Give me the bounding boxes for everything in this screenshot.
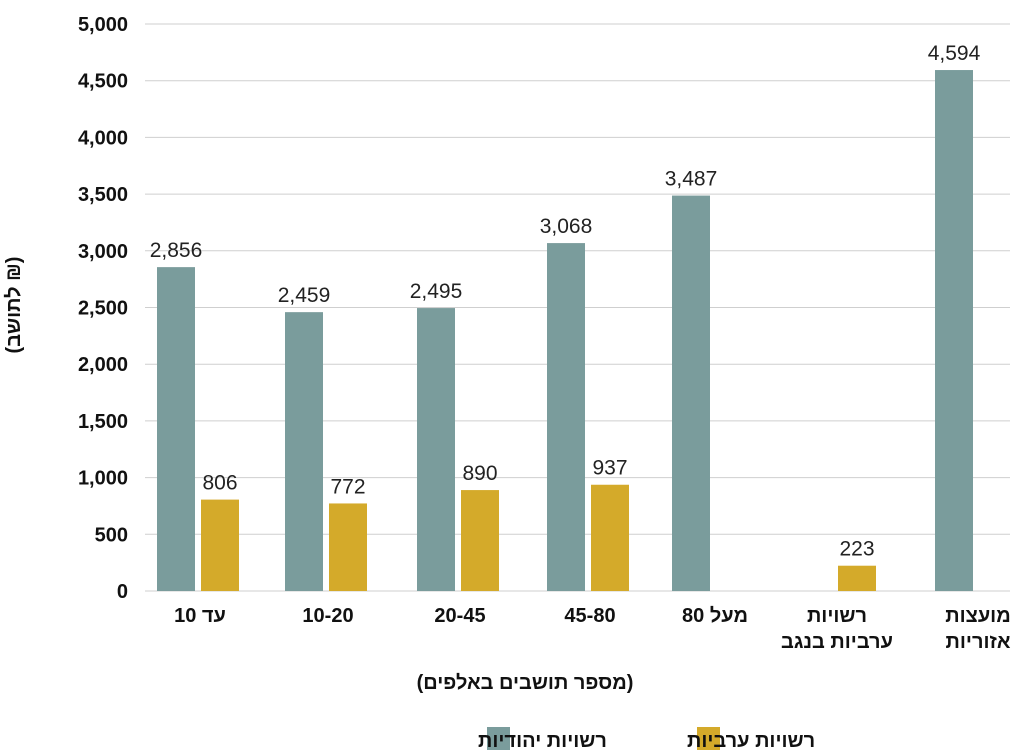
data-label: 4,594 bbox=[928, 42, 981, 65]
y-tick-label: 0 bbox=[117, 581, 128, 603]
y-tick-label: 1,500 bbox=[78, 411, 128, 433]
y-tick-label: 4,000 bbox=[78, 127, 128, 149]
data-label: 806 bbox=[202, 472, 237, 495]
bar-series2 bbox=[838, 565, 876, 591]
y-tick-label: 500 bbox=[95, 524, 128, 546]
bar-series2 bbox=[461, 490, 499, 591]
data-label: 3,487 bbox=[665, 168, 718, 191]
legend-swatch bbox=[697, 727, 720, 750]
x-tick-label: 45-80 bbox=[564, 605, 615, 627]
bar-series1 bbox=[417, 308, 455, 591]
x-axis-label: (מספר תושבים באלפים) bbox=[417, 672, 634, 694]
legend-label: רשויות ערביות bbox=[687, 730, 815, 750]
y-tick-label: 5,000 bbox=[78, 14, 128, 36]
data-label: 2,495 bbox=[410, 280, 463, 303]
x-tick-label: עד 10 bbox=[174, 605, 226, 627]
y-tick-label: 1,000 bbox=[78, 468, 128, 490]
legend-swatch bbox=[487, 727, 510, 750]
labels-layer: 2,856 2,459 2,495 3,068 3,487 4,594 806 772 890 9… bbox=[150, 42, 981, 561]
x-tick-label: מעל 80 bbox=[682, 605, 748, 627]
y-tick-label: 3,500 bbox=[78, 184, 128, 206]
legend-label: רשויות יהודיות bbox=[478, 730, 607, 750]
y-tick-label: 2,000 bbox=[78, 354, 128, 376]
bar-series1 bbox=[935, 70, 973, 591]
x-tick-label: 10-20 bbox=[302, 605, 353, 627]
data-label: 890 bbox=[462, 462, 497, 485]
data-label: 2,856 bbox=[150, 239, 203, 262]
bar-series2 bbox=[201, 499, 239, 591]
bar-series2 bbox=[329, 503, 367, 591]
y-tick-label: 4,500 bbox=[78, 71, 128, 93]
x-tick-label: 20-45 bbox=[434, 605, 485, 627]
y-axis-ticks: 0 500 1,000 1,500 2,000 2,500 3,000 3,500 4,000 4… bbox=[78, 14, 128, 603]
x-tick-label: מועצות אזוריות bbox=[945, 605, 1011, 653]
x-tick-label: רשויות ערביות בנגב bbox=[781, 605, 893, 653]
bars-layer bbox=[157, 70, 973, 591]
data-label: 937 bbox=[592, 457, 627, 480]
bar-series1 bbox=[672, 195, 710, 591]
bar-series1 bbox=[547, 243, 585, 591]
y-tick-label: 2,500 bbox=[78, 298, 128, 320]
y-tick-label: 3,000 bbox=[78, 241, 128, 263]
data-label: 2,459 bbox=[278, 284, 331, 307]
data-label: 223 bbox=[839, 538, 874, 561]
bar-series2 bbox=[591, 484, 629, 591]
y-axis-label: (₪ לתושב) bbox=[3, 257, 25, 354]
x-axis-ticks: עד 10 10-20 20-45 45-80 מעל 80 רשויות ערביות ב… bbox=[174, 605, 1011, 653]
bar-series1 bbox=[285, 312, 323, 591]
data-label: 3,068 bbox=[540, 215, 593, 238]
bar-series1 bbox=[157, 267, 195, 591]
data-label: 772 bbox=[330, 475, 365, 498]
legend: רשויות יהודיות רשויות ערביות bbox=[478, 727, 815, 752]
